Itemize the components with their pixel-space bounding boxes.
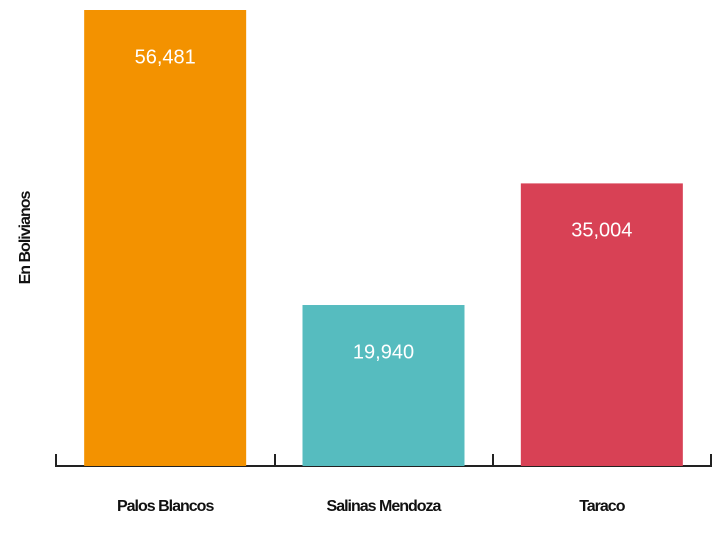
value-label: 19,940 — [353, 341, 414, 363]
x-tick-label: Taraco — [579, 498, 625, 515]
bar — [520, 183, 683, 466]
x-tick-label: Palos Blancos — [116, 498, 214, 515]
value-label: 56,481 — [135, 46, 196, 68]
bar — [84, 10, 247, 466]
x-tick-label: Salinas Mendoza — [326, 498, 442, 515]
bar — [302, 305, 465, 466]
value-label: 35,004 — [571, 220, 632, 242]
y-axis-label: En Bolivianos — [17, 191, 34, 285]
